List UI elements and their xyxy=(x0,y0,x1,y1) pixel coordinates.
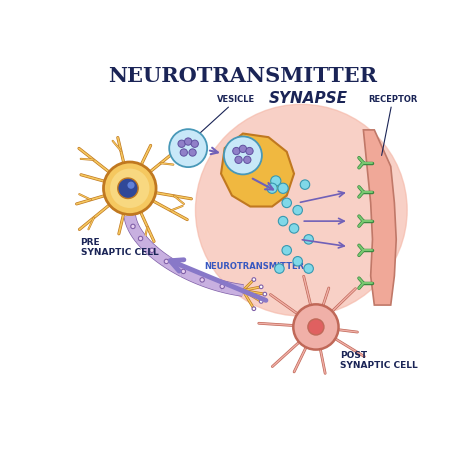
Circle shape xyxy=(184,138,192,145)
Circle shape xyxy=(300,180,310,190)
Circle shape xyxy=(293,304,338,350)
Circle shape xyxy=(180,149,187,156)
Circle shape xyxy=(259,285,263,289)
Circle shape xyxy=(274,264,284,273)
Circle shape xyxy=(224,137,262,174)
Circle shape xyxy=(252,307,255,310)
Text: RECEPTOR: RECEPTOR xyxy=(368,95,417,155)
Text: NEUROTRANSMITTER: NEUROTRANSMITTER xyxy=(205,262,305,271)
Circle shape xyxy=(235,156,242,164)
Circle shape xyxy=(252,278,255,282)
Circle shape xyxy=(304,264,313,273)
Circle shape xyxy=(178,140,185,147)
Circle shape xyxy=(259,300,263,303)
Polygon shape xyxy=(221,134,294,207)
Text: POST
SYNAPTIC CELL: POST SYNAPTIC CELL xyxy=(340,351,418,370)
Circle shape xyxy=(308,319,324,335)
Circle shape xyxy=(271,176,281,186)
Circle shape xyxy=(289,224,299,233)
Circle shape xyxy=(200,278,204,282)
Text: NEUROTRANSMITTER: NEUROTRANSMITTER xyxy=(109,66,377,86)
Circle shape xyxy=(278,183,288,193)
Circle shape xyxy=(164,259,169,264)
Circle shape xyxy=(246,147,253,155)
Circle shape xyxy=(282,198,292,208)
Circle shape xyxy=(138,237,143,241)
Circle shape xyxy=(150,248,154,253)
Text: PRE
SYNAPTIC CELL: PRE SYNAPTIC CELL xyxy=(81,237,158,257)
Circle shape xyxy=(233,147,240,155)
Circle shape xyxy=(118,178,138,199)
Circle shape xyxy=(220,284,224,289)
Text: VESICLE: VESICLE xyxy=(195,95,255,137)
Circle shape xyxy=(131,224,135,228)
Circle shape xyxy=(282,246,292,255)
Text: SYNAPSE: SYNAPSE xyxy=(269,91,348,106)
Circle shape xyxy=(103,162,156,215)
Circle shape xyxy=(110,169,149,208)
Circle shape xyxy=(293,256,302,266)
Circle shape xyxy=(263,292,267,296)
Circle shape xyxy=(239,145,246,153)
Circle shape xyxy=(128,182,135,189)
Circle shape xyxy=(278,216,288,226)
Circle shape xyxy=(191,140,199,147)
Circle shape xyxy=(189,149,196,156)
Circle shape xyxy=(195,104,407,316)
Circle shape xyxy=(304,235,313,244)
Circle shape xyxy=(244,156,251,164)
PathPatch shape xyxy=(364,130,396,305)
Circle shape xyxy=(267,183,277,193)
Circle shape xyxy=(181,269,185,273)
Circle shape xyxy=(293,205,302,215)
Circle shape xyxy=(169,129,207,167)
